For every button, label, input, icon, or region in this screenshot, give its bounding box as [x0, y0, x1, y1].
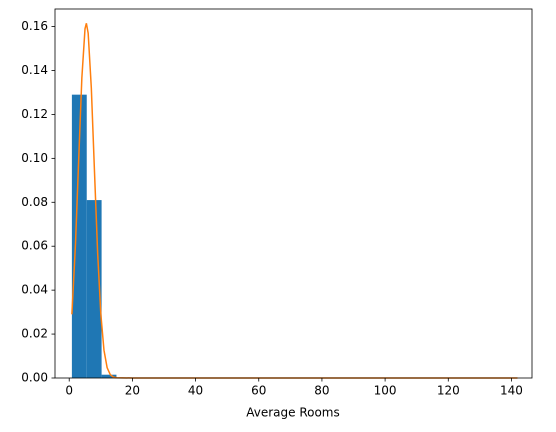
x-tick-label: 60 — [251, 384, 266, 398]
y-tick-label: 0.12 — [21, 107, 48, 121]
y-tick-label: 0.14 — [21, 63, 48, 77]
y-tick-label: 0.16 — [21, 19, 48, 33]
x-tick-label: 80 — [314, 384, 329, 398]
bar — [101, 374, 117, 378]
x-tick-label: 0 — [65, 384, 73, 398]
x-tick-label: 140 — [500, 384, 523, 398]
x-tick-label: 40 — [188, 384, 203, 398]
x-axis-label: Average Rooms — [246, 406, 340, 420]
y-tick-label: 0.08 — [21, 195, 48, 209]
density-curve — [71, 23, 518, 379]
y-tick-label: 0.06 — [21, 239, 48, 253]
y-tick-label: 0.04 — [21, 283, 48, 297]
y-tick-label: 0.10 — [21, 151, 48, 165]
bar — [71, 94, 87, 379]
y-tick-label: 0.02 — [21, 327, 48, 341]
x-tick-label: 100 — [374, 384, 397, 398]
x-tick-label: 20 — [125, 384, 140, 398]
y-tick-label: 0.00 — [21, 371, 48, 385]
plot-frame — [54, 8, 533, 379]
x-tick-label: 120 — [437, 384, 460, 398]
